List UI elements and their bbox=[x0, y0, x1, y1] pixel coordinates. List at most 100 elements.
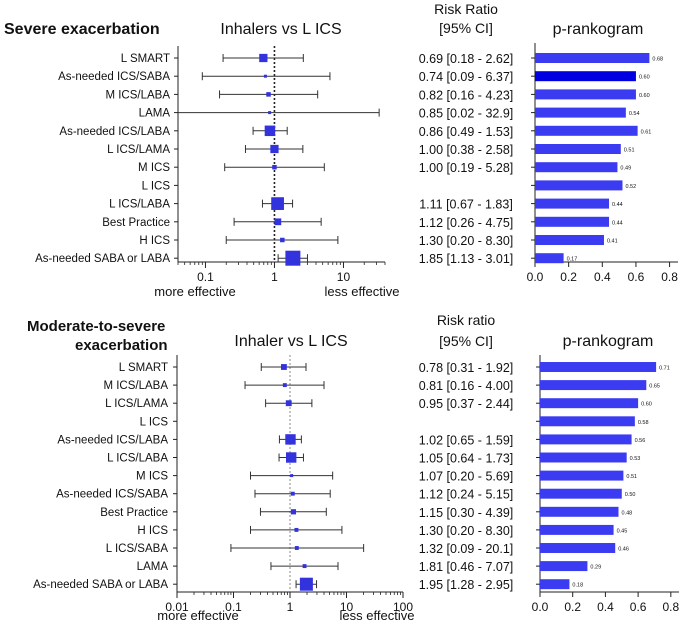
panel2-rank-value-label: 0.48 bbox=[621, 510, 632, 516]
panel2-ci-text: 1.81 [0.46 - 7.07] bbox=[419, 560, 514, 574]
panel1-title: Severe exacerbation bbox=[4, 21, 160, 38]
panel2-rank-value-label: 0.65 bbox=[649, 384, 660, 390]
panel1-forest-title: Inhalers vs L ICS bbox=[220, 21, 341, 38]
panel2-rank-value-label: 0.71 bbox=[659, 366, 670, 372]
panel2-rank-value-label: 0.53 bbox=[630, 456, 641, 462]
panel1-forest-tick-label: 1 bbox=[271, 270, 278, 284]
panel2-ci-text: 0.78 [0.31 - 1.92] bbox=[419, 361, 514, 375]
panel2-ci-text: 1.30 [0.20 - 8.30] bbox=[419, 524, 514, 538]
panel2-ci-text: 1.05 [0.64 - 1.73] bbox=[419, 452, 514, 466]
panel1-row-label: L ICS/LABA bbox=[109, 199, 170, 211]
panel2-rank-value-label: 0.18 bbox=[572, 583, 583, 589]
panel2-rank-bar bbox=[540, 362, 657, 372]
panel1-rank-value-label: 0.49 bbox=[620, 166, 631, 172]
panel2-forest-tick-label: 0.1 bbox=[225, 600, 242, 614]
panel2-rank-bar bbox=[540, 488, 622, 499]
panel2-rank-bar bbox=[540, 452, 627, 463]
panel1-forest-tick-label: 10 bbox=[337, 270, 351, 284]
panel2-rank-value-label: 0.50 bbox=[625, 492, 636, 498]
panel1-row-label: L ICS/LAMA bbox=[107, 144, 170, 156]
panel2-title-line2: exacerbation bbox=[75, 337, 168, 354]
panel1-effect-marker bbox=[270, 144, 279, 154]
panel1-rank-bar bbox=[535, 253, 564, 264]
panel2-rank-bar bbox=[540, 434, 632, 445]
panel2-effect-marker bbox=[299, 577, 313, 591]
panel1-effect-marker bbox=[259, 53, 268, 63]
panel2-rank-tick-label: 0.0 bbox=[532, 600, 549, 614]
panel1-ci-text: 1.12 [0.26 - 4.75] bbox=[419, 216, 514, 230]
panel1-rank-value-label: 0.54 bbox=[629, 111, 640, 117]
panel1-row-label: M ICS bbox=[138, 162, 170, 174]
panel2-ci-text: 1.15 [0.30 - 4.39] bbox=[419, 506, 514, 520]
panel2-ci-text: 1.07 [0.20 - 5.69] bbox=[419, 470, 514, 484]
panel1-effect-marker bbox=[271, 197, 284, 210]
panel1-forest-tick-label: 0.1 bbox=[197, 270, 214, 284]
panel1-rank-bar bbox=[535, 162, 618, 173]
panel2-rank-title: p-rankogram bbox=[563, 333, 654, 350]
panel2-favours-left: more effective bbox=[157, 608, 238, 623]
panel1-ci-text: 0.69 [0.18 - 2.62] bbox=[419, 52, 514, 66]
panel2-rank-value-label: 0.51 bbox=[626, 474, 637, 480]
panel1-effect-marker bbox=[264, 125, 276, 137]
panel2-effect-marker bbox=[285, 452, 297, 463]
panel2-row-label: L ICS/LAMA bbox=[105, 398, 168, 410]
panel1-rank-value-label: 0.41 bbox=[607, 239, 618, 245]
panel1-ci-text: 1.11 [0.67 - 1.83] bbox=[419, 198, 513, 212]
plot-layer: 0.1 1 10 0.0 0.2 0.4 0.6 0.8 L SMART 0.69 [0.18 -… bbox=[33, 43, 679, 614]
panel1-rank-value-label: 0.51 bbox=[624, 148, 635, 154]
panel2-favours-right: less effective bbox=[340, 608, 415, 623]
panel1-rank-bar bbox=[535, 125, 638, 136]
panel1-effect-marker bbox=[274, 218, 282, 226]
panel2-ci-text: 1.95 [1.28 - 2.95] bbox=[419, 578, 514, 592]
panel2-ci-text: 1.12 [0.24 - 5.15] bbox=[419, 488, 514, 502]
panel2-forest-tick-label: 1 bbox=[287, 600, 294, 614]
panel1-rank-title: p-rankogram bbox=[553, 21, 644, 38]
panel2-rank-bar bbox=[540, 579, 570, 590]
panel2-effect-marker bbox=[290, 474, 294, 478]
panel1-ci-text: 1.00 [0.38 - 2.58] bbox=[419, 143, 514, 157]
panel1-effect-marker bbox=[272, 164, 277, 170]
panel1-row-label: As-needed SABA or LABA bbox=[35, 253, 170, 265]
panel1-rank-value-label: 0.60 bbox=[639, 93, 650, 99]
panel2-rank-bar bbox=[540, 380, 647, 391]
panel1-rank-value-label: 0.44 bbox=[612, 220, 623, 226]
panel1-rank-bar bbox=[535, 89, 636, 100]
panel2-forest-title: Inhaler vs L ICS bbox=[234, 333, 347, 350]
panel1-ci-text: 0.74 [0.09 - 6.37] bbox=[419, 70, 514, 84]
panel1-rank-tick-label: 0.2 bbox=[560, 270, 577, 284]
panel2-row-label: As-needed ICS/LABA bbox=[57, 434, 168, 446]
panel1-ci-header-line2: [95% CI] bbox=[439, 20, 493, 36]
panel2-ci-text: 0.95 [0.37 - 2.44] bbox=[419, 397, 514, 411]
panel2-row-label: L ICS bbox=[140, 416, 169, 428]
panel1-rank-value-label: 0.60 bbox=[639, 75, 650, 81]
panel2-ci-text: 1.32 [0.09 - 20.1] bbox=[419, 542, 514, 556]
panel2-ci-text: 0.81 [0.16 - 4.00] bbox=[419, 379, 514, 393]
panel1-row-label: L SMART bbox=[121, 53, 170, 65]
panel2-row-label: M ICS bbox=[136, 471, 168, 483]
panel1-row-label: LAMA bbox=[139, 108, 171, 120]
panel2-row-label: M ICS/LABA bbox=[103, 380, 168, 392]
panel1-effect-marker bbox=[263, 74, 267, 78]
panel1-rank-bar bbox=[535, 71, 636, 82]
panel1-row-label: L ICS bbox=[142, 180, 171, 192]
panel1-row-label: As-needed ICS/SABA bbox=[58, 71, 170, 83]
panel1-rank-bar bbox=[535, 143, 621, 155]
panel2-effect-marker bbox=[280, 364, 287, 370]
panel2-rank-tick-label: 0.2 bbox=[564, 600, 581, 614]
panel1-effect-marker bbox=[285, 250, 301, 266]
panel2-rank-bar bbox=[540, 416, 635, 427]
panel2-effect-marker bbox=[282, 383, 287, 388]
panel2-ci-header-line2: [95% CI] bbox=[439, 333, 493, 349]
panel2-effect-marker bbox=[290, 509, 297, 515]
panel1-effect-marker bbox=[266, 92, 271, 97]
panel2-rank-tick-label: 0.6 bbox=[630, 600, 647, 614]
panel1-rank-bar bbox=[535, 107, 626, 118]
panel1-row-label: As-needed ICS/LABA bbox=[59, 126, 170, 138]
panel1-rank-tick-label: 0.6 bbox=[628, 270, 645, 284]
panel2-effect-marker bbox=[294, 546, 299, 550]
panel1-ci-header-line1: Risk Ratio bbox=[434, 1, 498, 17]
panel2-effect-marker bbox=[285, 434, 296, 445]
panel2-row-label: L ICS/SABA bbox=[106, 543, 169, 555]
panel2-effect-marker bbox=[302, 564, 307, 569]
